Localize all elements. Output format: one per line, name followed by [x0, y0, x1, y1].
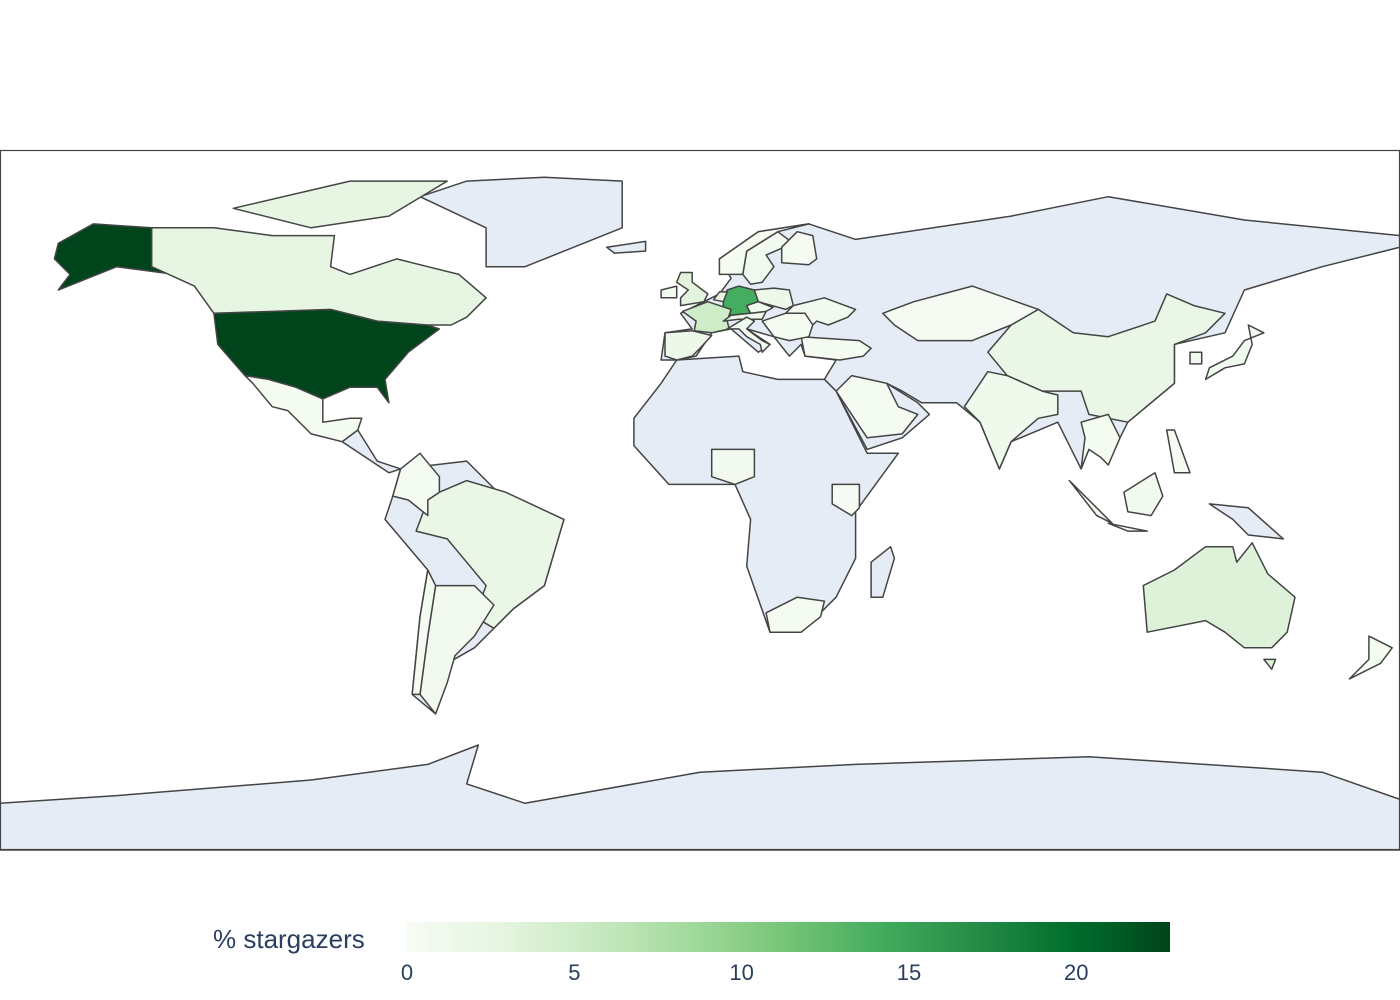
country-nld[interactable] [712, 291, 728, 303]
colorbar-tick: 15 [896, 960, 922, 985]
country-tur[interactable] [800, 335, 872, 361]
country-fin[interactable] [780, 230, 818, 266]
country-nga[interactable] [710, 448, 756, 486]
country-aus[interactable] [1142, 542, 1296, 649]
country-idn[interactable] [1107, 522, 1148, 532]
country-chl[interactable] [411, 569, 437, 696]
country-vnm_tha[interactable] [1080, 413, 1121, 470]
country-irl[interactable] [660, 285, 678, 299]
colorbar [407, 922, 1170, 952]
land-iceland [605, 240, 647, 254]
land-greenland [419, 176, 623, 268]
country-nzl[interactable] [1348, 635, 1393, 680]
country-kor[interactable] [1189, 351, 1203, 365]
country-col[interactable] [392, 452, 441, 517]
country-zaf[interactable] [765, 596, 826, 633]
land-new-guinea [1208, 503, 1285, 540]
country-fra[interactable] [681, 300, 732, 334]
country-jpn[interactable] [1204, 324, 1265, 381]
country-can[interactable] [150, 227, 487, 326]
colorbar-tick: 10 [729, 960, 754, 985]
country-esp[interactable] [664, 330, 713, 361]
country-gbr[interactable] [675, 271, 709, 307]
country-balkans[interactable] [761, 312, 814, 342]
country-aus[interactable] [1263, 658, 1277, 670]
country-ind[interactable] [963, 370, 1059, 470]
countries-layer [53, 180, 1393, 715]
colorbar-tick: 5 [568, 960, 581, 985]
country-phl[interactable] [1165, 429, 1191, 474]
country-cze[interactable] [745, 300, 774, 315]
country-chn[interactable] [987, 293, 1226, 423]
country-kaz[interactable] [882, 285, 1040, 342]
country-idn[interactable] [1123, 472, 1164, 517]
land-madagascar [870, 545, 896, 598]
colorbar-tick: 20 [1064, 960, 1089, 985]
colorbar-tick: 0 [400, 960, 414, 985]
country-idn[interactable] [1068, 479, 1113, 525]
country-can[interactable] [232, 180, 448, 229]
country-sau[interactable] [835, 374, 919, 439]
country-mex[interactable] [244, 374, 363, 443]
country-nor[interactable] [718, 223, 810, 276]
colorbar-title: % stargazers [213, 924, 365, 954]
country-ita[interactable] [726, 316, 771, 353]
land-antarctica [0, 744, 1400, 851]
land-central-america [341, 429, 402, 474]
country-ken[interactable] [831, 483, 861, 517]
